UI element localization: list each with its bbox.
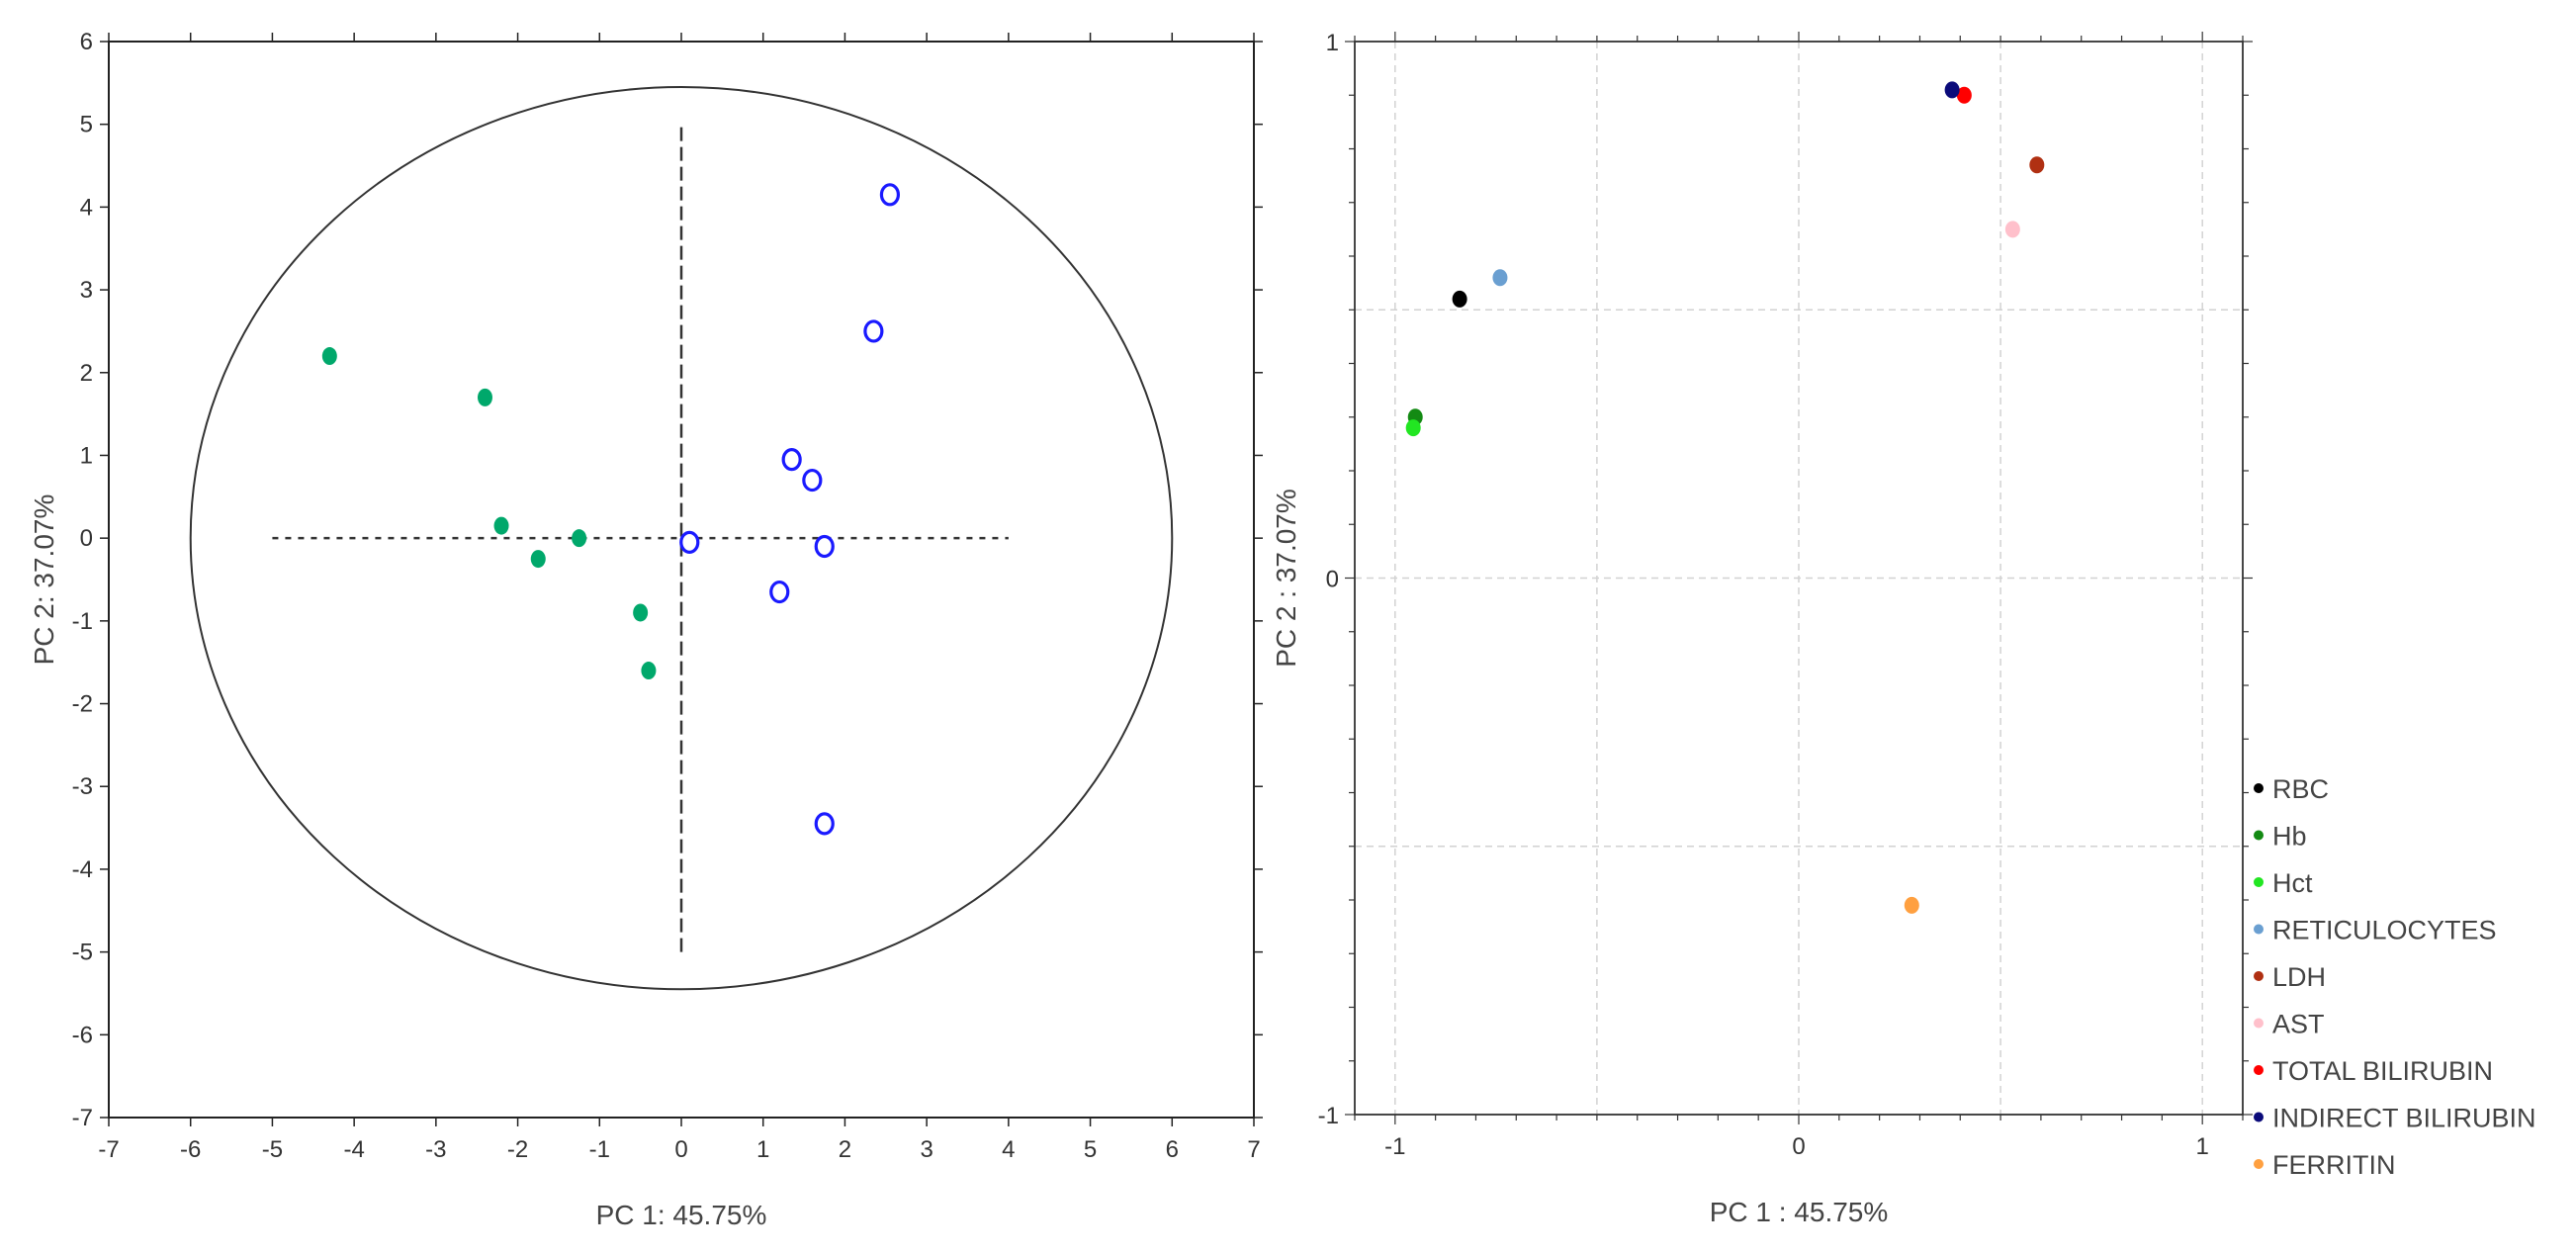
data-point-filled (572, 529, 587, 548)
x-tick-label: 1 (2196, 1133, 2209, 1160)
y-tick-label: -1 (1318, 1103, 1339, 1129)
x-tick-label: 0 (674, 1136, 687, 1163)
legend-marker (2254, 1159, 2264, 1169)
loading-point (1492, 269, 1508, 287)
confidence-ellipse (189, 86, 1174, 991)
x-tick-label: -3 (425, 1136, 446, 1163)
loadings-plot: -1 0 1 -1 0 1 RBC Hb Hct RETICULOCYTES LDH AST TOTAL… (1271, 30, 2536, 1227)
data-point-open (814, 812, 835, 836)
legend-label: Hb (2272, 822, 2307, 852)
y-tick-label: 1 (80, 442, 93, 469)
data-point-open (781, 448, 802, 472)
legend-marker (2254, 783, 2264, 793)
y-tick-label: 0 (1326, 567, 1339, 593)
x-tick-label: 6 (1166, 1136, 1179, 1163)
data-point-filled (530, 550, 546, 569)
y-tick-label: -5 (72, 940, 93, 966)
x-tick-label: 7 (1247, 1136, 1260, 1163)
y-tick-label: -1 (72, 608, 93, 635)
x-tick-label: -4 (343, 1136, 364, 1163)
legend-label: AST (2272, 1010, 2325, 1039)
x-tick-label: -1 (1384, 1133, 1405, 1160)
y-tick-label: 5 (80, 112, 93, 138)
x-tick-label: 4 (1002, 1136, 1015, 1163)
loading-point (1452, 290, 1467, 308)
y-tick-label: 6 (80, 29, 93, 55)
y-tick-label: -4 (72, 856, 93, 883)
legend-marker (2254, 1065, 2264, 1075)
x-axis-title: PC 1 : 45.75% (1710, 1197, 1889, 1227)
data-point-filled (493, 516, 509, 535)
y-tick-label: 3 (80, 277, 93, 304)
legend-label: LDH (2272, 962, 2326, 992)
legend-label: INDIRECT BILIRUBIN (2272, 1104, 2536, 1133)
legend-marker (2254, 1112, 2264, 1122)
loading-point (1405, 419, 1421, 437)
y-tick-label: -6 (72, 1022, 93, 1048)
x-tick-label: 2 (839, 1136, 851, 1163)
x-tick-label: -1 (589, 1136, 610, 1163)
y-tick-label: -2 (72, 691, 93, 718)
x-tick-label: -2 (507, 1136, 528, 1163)
legend-marker (2254, 971, 2264, 981)
data-point-filled (477, 388, 492, 406)
legend-label: FERRITIN (2272, 1150, 2396, 1180)
y-tick-label: 1 (1326, 30, 1339, 56)
legend-marker (2254, 877, 2264, 887)
data-point-filled (641, 662, 657, 680)
data-point-filled (321, 347, 337, 366)
x-tick-label: 3 (920, 1136, 933, 1163)
x-tick-label: 5 (1084, 1136, 1097, 1163)
loading-point (2029, 156, 2045, 174)
data-point-open (769, 580, 790, 604)
legend-marker (2254, 1018, 2264, 1029)
y-tick-label: -3 (72, 773, 93, 800)
legend-marker (2254, 830, 2264, 841)
loading-point (1944, 81, 1960, 99)
x-tick-label: 1 (756, 1136, 769, 1163)
legend-label: Hct (2272, 868, 2313, 898)
legend-label: RBC (2272, 774, 2329, 804)
data-point-filled (633, 603, 649, 622)
data-point-open (863, 319, 884, 343)
x-tick-label: -7 (98, 1136, 119, 1163)
x-tick-label: -5 (262, 1136, 283, 1163)
data-point-open (802, 468, 823, 493)
y-axis-title: PC 2 : 37.07% (1271, 489, 1301, 668)
x-tick-label: -6 (180, 1136, 201, 1163)
y-axis-title: PC 2: 37.07% (29, 494, 59, 666)
plot-frame (108, 41, 1255, 1119)
data-point-open (814, 534, 835, 559)
x-tick-label: 0 (1792, 1133, 1805, 1160)
y-tick-label: 4 (80, 194, 93, 221)
loading-point (1904, 896, 1919, 914)
legend-label: TOTAL BILIRUBIN (2272, 1056, 2493, 1086)
y-tick-label: 2 (80, 360, 93, 387)
y-tick-label: -7 (72, 1105, 93, 1131)
loading-point (1956, 86, 1972, 104)
legend-marker (2254, 924, 2264, 935)
data-point-open (879, 183, 901, 207)
data-point-open (679, 530, 700, 554)
loading-point (2004, 221, 2020, 238)
legend-label: RETICULOCYTES (2272, 916, 2497, 945)
y-tick-label: 0 (80, 525, 93, 552)
x-axis-title: PC 1: 45.75% (596, 1200, 767, 1230)
scores-plot: -7 -6 -5 -4 -3 -2 -1 0 1 2 3 4 5 6 -7 -6 -5 -4 -3 -2 -1 0 1 2 3 4… (29, 29, 1263, 1230)
